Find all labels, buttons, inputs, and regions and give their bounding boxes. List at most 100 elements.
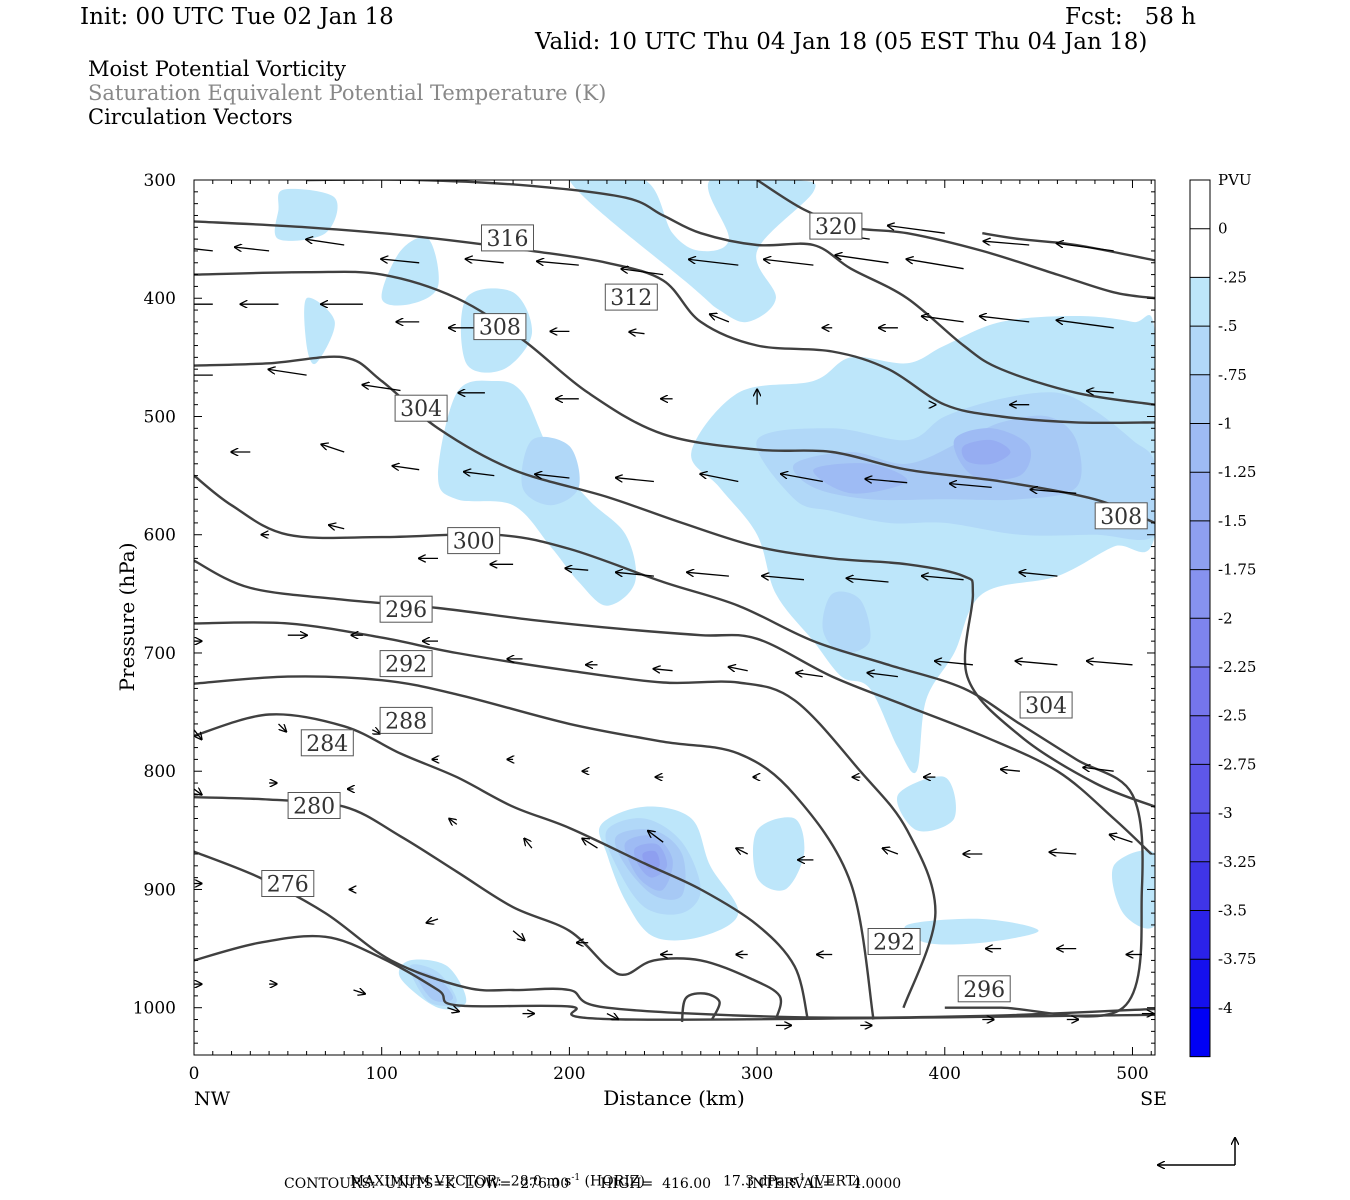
vector-arrow [648, 831, 664, 843]
contour-labels: 316 320 312 308 304 300 308 296 292 304 288 284 280 2… [261, 212, 1148, 1003]
colorbar-label: -.5 [1218, 317, 1237, 335]
pv-region [521, 436, 580, 506]
vector-arrow [922, 576, 964, 580]
colorbar-swatch [1190, 180, 1210, 230]
theta-contour-296 [194, 621, 937, 1009]
colorbar-label: -3.75 [1218, 950, 1256, 968]
colorbar-label: -.75 [1218, 366, 1247, 384]
vector-arrow [278, 723, 287, 732]
vector-arrow [868, 673, 898, 677]
vector-arrow [1031, 490, 1077, 494]
vector-arrow [1016, 661, 1058, 665]
y-tick-label: 700 [144, 644, 176, 664]
colorbar-swatch [1190, 861, 1210, 911]
x-axis-label: Distance (km) [603, 1086, 745, 1110]
vector-arrow [1087, 661, 1133, 665]
vector-arrow [565, 568, 589, 570]
vector-arrow [984, 241, 1030, 245]
vector-arrow [582, 839, 598, 849]
pv-region [569, 180, 816, 323]
vector-arrow [847, 578, 889, 582]
theta-contour-312 [194, 270, 1155, 525]
vector-arrow [888, 226, 945, 234]
vector-arrow [537, 261, 579, 265]
colorbar-swatch [1190, 715, 1210, 765]
x-tick-label: 100 [365, 1064, 397, 1084]
vector-arrow [781, 474, 823, 483]
contour-label: 308 [479, 316, 521, 341]
axes: 300 400 500 600 700 800 900 1000 0 100 200 300 400 50… [133, 171, 1155, 1084]
vector-arrow [689, 259, 739, 266]
contour-info-line: CONTOURS: UNITS=K LOW= 276.00 HIGH= 416.… [284, 1176, 902, 1192]
y-tick-label: 500 [144, 407, 176, 427]
vector-arrow [629, 332, 645, 334]
vector-arrow [447, 1008, 458, 1012]
colorbar-label: -2 [1218, 609, 1233, 627]
pv-region [896, 776, 957, 832]
y-tick-label: 300 [144, 171, 176, 191]
colorbar-swatch [1190, 374, 1210, 424]
colorbar-label: -2.5 [1218, 707, 1247, 725]
vector-arrow [907, 259, 964, 270]
pv-shading [274, 180, 1155, 1010]
colorbar-swatch [1190, 472, 1210, 522]
theta-contour-324 [756, 180, 1155, 300]
y-tick-label: 800 [144, 762, 176, 782]
colorbar-label: -3 [1218, 804, 1233, 822]
theta-contour-closed [680, 992, 721, 1023]
contour-label-box [1094, 502, 1148, 530]
contour-label: 304 [400, 397, 442, 422]
contour-label-box [447, 527, 501, 555]
x-tick-label: 400 [929, 1064, 961, 1084]
x-tick-label: 0 [189, 1064, 200, 1084]
vector-arrow [466, 259, 504, 263]
vector-arrow [321, 444, 345, 453]
vector-arrow [736, 848, 748, 854]
vector-arrow [935, 661, 973, 665]
vector-arrow [194, 789, 202, 795]
vector-arrow [235, 247, 270, 251]
reference-vector-icon [1158, 1138, 1235, 1165]
vector-arrow [353, 990, 365, 994]
theta-contour-300 [194, 559, 1153, 855]
vector-arrow [1087, 391, 1114, 393]
theta-contour-292 [194, 675, 875, 1020]
vector-arrow [796, 673, 823, 677]
vector-arrow [883, 848, 899, 855]
y-axis-label: Pressure (hPa) [115, 543, 139, 692]
vector-arrow [329, 525, 345, 529]
contour-label: 304 [1025, 694, 1067, 719]
vector-arrow [710, 314, 730, 323]
pv-region [274, 188, 338, 241]
theta-contour-276 [194, 934, 1155, 1021]
contour-label-box [261, 870, 315, 897]
max-vector-vert: 17.3 dPa s [722, 1173, 797, 1190]
vector-arrow [764, 259, 814, 266]
theta-contour-320 [306, 180, 1155, 406]
pv-region [1111, 850, 1155, 929]
max-vector-line: MAXIMUM VECTOR: 28.0 m s-1 (HORIZ) 17.3 d… [341, 1157, 861, 1190]
pv-region [904, 918, 1039, 945]
vert-label: (VERT) [805, 1173, 861, 1190]
vector-arrow [427, 919, 439, 923]
y-tick-label: 1000 [133, 999, 176, 1019]
colorbar-swatch [1190, 569, 1210, 619]
contour-label-box [394, 394, 448, 422]
theta-contours [194, 180, 1155, 1023]
vector-arrow [372, 730, 380, 734]
pv-region [822, 591, 871, 654]
horiz-label: (HORIZ) [580, 1173, 645, 1190]
colorbar-swatch [1190, 326, 1210, 376]
contour-label: 288 [385, 709, 427, 734]
theta-contour-304 [194, 474, 1144, 1018]
vector-arrow [194, 248, 213, 252]
y-tick-label: 400 [144, 289, 176, 309]
colorbar-swatch [1190, 1007, 1210, 1058]
colorbar-label: -1.75 [1218, 561, 1256, 579]
unit-exponent-2: -1 [796, 1173, 806, 1183]
theta-contour-280 [194, 850, 1155, 1019]
vector-arrow [1057, 320, 1114, 329]
vector-arrow [381, 259, 420, 263]
contour-label: 296 [385, 598, 427, 623]
contour-label: 280 [293, 795, 335, 820]
